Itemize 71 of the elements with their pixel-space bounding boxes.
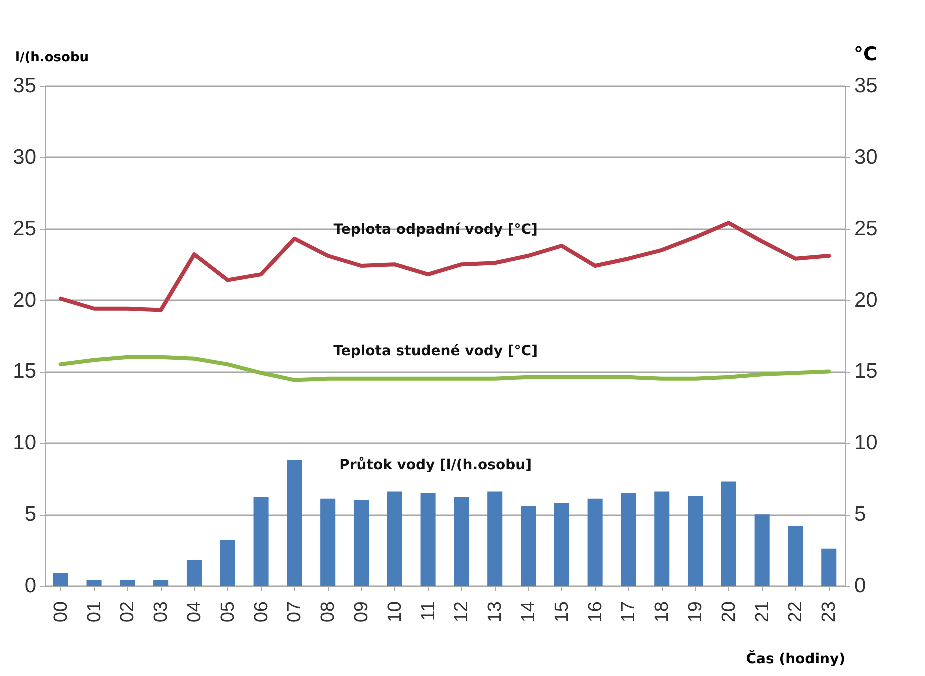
bar [387, 492, 402, 586]
x-tick-label: 23 [819, 602, 840, 623]
bar [721, 482, 736, 586]
x-tick-label: 00 [50, 602, 72, 623]
x-tick-label: 07 [284, 602, 306, 623]
y-tick-label: 30 [13, 146, 36, 169]
x-tick-label: 10 [384, 602, 406, 623]
bar [822, 548, 837, 586]
x-tick-label: 09 [351, 602, 372, 623]
bar [154, 580, 169, 586]
x-tick-label: 17 [618, 602, 640, 623]
x-tick-label: 05 [218, 602, 239, 623]
y-axis-title: l/(h.osobu [16, 50, 89, 66]
bar [588, 498, 603, 586]
x-tick-label: 08 [318, 602, 340, 623]
bar [220, 540, 236, 586]
bar [688, 496, 704, 586]
bar [420, 493, 436, 586]
bar [454, 497, 470, 586]
y2-tick-label: 5 [854, 503, 866, 526]
bar [654, 492, 670, 586]
line-series [58, 221, 832, 312]
bar [287, 460, 302, 586]
y-tick-label: 20 [13, 288, 36, 312]
y2-tick-label: 35 [854, 74, 878, 98]
x-tick-label: 20 [718, 602, 740, 623]
y-tick-label: 15 [13, 360, 36, 384]
x-tick-label: 01 [84, 602, 106, 623]
bar [621, 493, 636, 586]
y-tick-label: 5 [24, 503, 36, 526]
x-tick-label: 19 [686, 602, 707, 623]
bar [788, 526, 804, 586]
series-label: Teplota studené vody [°C] [334, 343, 538, 360]
bar [254, 497, 269, 586]
y2-axis-title: °C [854, 44, 878, 66]
x-tick-label: 22 [786, 602, 807, 623]
y-tick-label: 25 [13, 217, 36, 240]
bar [520, 506, 536, 586]
x-tick-label: 15 [552, 602, 573, 623]
y2-tick-label: 15 [854, 360, 878, 384]
x-tick-label: 14 [518, 601, 540, 623]
x-tick-label: 12 [452, 602, 473, 623]
y2-tick-label: 25 [854, 217, 878, 240]
series-label: Teplota odpadní vody [°C] [334, 222, 538, 238]
bar [186, 560, 202, 586]
bar [488, 492, 503, 586]
bar [53, 573, 68, 586]
bar [320, 498, 336, 586]
y2-tick-label: 20 [854, 288, 878, 312]
x-tick-label: 13 [485, 602, 506, 623]
x-tick-label: 03 [151, 602, 172, 623]
bar [354, 500, 370, 586]
x-tick-label: 21 [752, 602, 774, 623]
bar [554, 503, 570, 586]
y-tick-label: 0 [24, 574, 36, 598]
bar [120, 580, 136, 586]
y2-tick-label: 10 [854, 432, 878, 455]
x-tick-label: 06 [251, 602, 272, 623]
y2-tick-label: 30 [854, 146, 878, 169]
y-tick-label: 10 [13, 432, 36, 455]
y-tick-label: 35 [13, 74, 36, 98]
y2-tick-label: 0 [854, 574, 866, 598]
bar [86, 580, 102, 586]
x-tick-label: 04 [184, 601, 206, 623]
x-axis-title: Čas (hodiny) [746, 650, 846, 668]
x-tick-label: 18 [652, 602, 674, 623]
x-tick-label: 02 [118, 602, 139, 623]
x-tick-label: 16 [585, 602, 606, 623]
bar [754, 514, 770, 586]
series-label: Průtok vody [l/(h.osobu] [340, 456, 532, 474]
x-tick-label: 11 [418, 602, 440, 622]
